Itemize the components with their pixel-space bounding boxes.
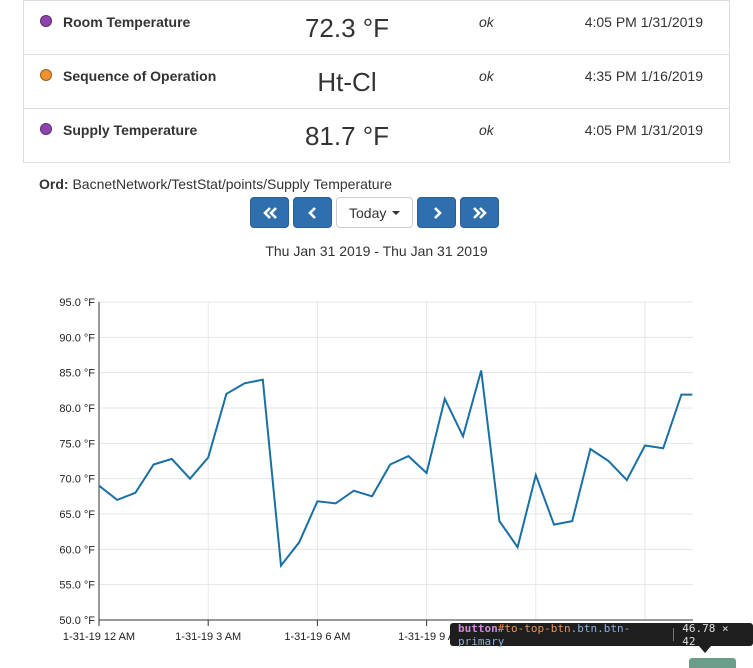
status-dot-icon	[40, 69, 52, 81]
points-table: Room Temperature 72.3 °F ok 4:05 PM 1/31…	[23, 0, 730, 163]
tooltip-divider	[673, 628, 675, 641]
y-tick-label: 75.0 °F	[59, 438, 95, 450]
caret-down-icon	[392, 210, 401, 215]
tooltip-size: 46.78 × 42	[682, 621, 729, 648]
y-tick-label: 85.0 °F	[59, 368, 95, 380]
point-row[interactable]: Room Temperature 72.3 °F ok 4:05 PM 1/31…	[24, 0, 729, 55]
point-timestamp: 4:05 PM 1/31/2019	[584, 122, 703, 138]
last-page-button[interactable]	[460, 197, 500, 228]
x-tick-label: 1-31-19 6 AM	[284, 631, 350, 643]
point-status: ok	[479, 122, 494, 138]
double-chevron-left-icon	[262, 206, 277, 219]
point-timestamp: 4:35 PM 1/16/2019	[584, 68, 703, 84]
time-range-dropdown[interactable]: Today	[336, 197, 414, 228]
y-tick-label: 70.0 °F	[59, 474, 95, 486]
x-tick-label: 1-31-19 12 AM	[63, 631, 135, 643]
history-nav: Today	[250, 197, 500, 229]
point-status: ok	[479, 14, 494, 30]
tooltip-tag: button	[458, 621, 498, 635]
point-name[interactable]: Supply Temperature	[63, 122, 198, 138]
y-tick-label: 90.0 °F	[59, 332, 95, 344]
point-name[interactable]: Sequence of Operation	[63, 68, 217, 84]
y-tick-label: 60.0 °F	[59, 544, 95, 556]
devtools-element-tooltip: button#to-top-btn.btn.btn-primary 46.78 …	[450, 621, 753, 648]
point-name[interactable]: Room Temperature	[63, 14, 191, 30]
status-dot-icon	[40, 15, 52, 27]
date-range-label: Thu Jan 31 2019 - Thu Jan 31 2019	[265, 243, 488, 259]
status-dot-icon	[40, 123, 52, 135]
ord-label: Ord:	[39, 176, 69, 192]
x-tick-label: 1-31-19 9 A	[398, 631, 456, 643]
y-tick-label: 80.0 °F	[59, 403, 95, 415]
ord-path: Ord: BacnetNetwork/TestStat/points/Suppl…	[39, 176, 392, 192]
double-chevron-right-icon	[472, 206, 487, 219]
y-tick-label: 95.0 °F	[59, 297, 95, 309]
next-button[interactable]	[417, 197, 457, 228]
series-line-supply-temperature	[98, 370, 693, 569]
chevron-right-icon	[433, 206, 442, 219]
first-page-button[interactable]	[250, 197, 289, 228]
y-tick-label: 50.0 °F	[59, 615, 95, 627]
x-tick-label: 1-31-19 3 AM	[175, 631, 241, 643]
to-top-button[interactable]	[689, 658, 736, 668]
y-tick-label: 55.0 °F	[59, 580, 95, 592]
point-timestamp: 4:05 PM 1/31/2019	[584, 14, 703, 30]
y-tick-label: 65.0 °F	[59, 509, 95, 521]
tooltip-arrow	[699, 646, 711, 653]
tooltip-classes: .btn.btn-primary	[458, 621, 631, 648]
point-value: 81.7 °F	[304, 121, 390, 151]
previous-button[interactable]	[293, 197, 332, 228]
point-row[interactable]: Supply Temperature 81.7 °F ok 4:05 PM 1/…	[24, 109, 729, 163]
ord-value: BacnetNetwork/TestStat/points/Supply Tem…	[72, 176, 393, 192]
chevron-left-icon	[307, 206, 316, 219]
time-range-label: Today	[349, 204, 387, 221]
tooltip-id: #to-top-btn	[497, 621, 571, 635]
point-value: Ht-Cl	[317, 67, 377, 97]
point-value: 72.3 °F	[304, 13, 390, 43]
point-row[interactable]: Sequence of Operation Ht-Cl ok 4:35 PM 1…	[24, 55, 729, 109]
point-status: ok	[479, 68, 494, 84]
history-chart: 95.0 °F 90.0 °F 85.0 °F 80.0 °F 75.0 °F 70.0 …	[59, 297, 693, 643]
